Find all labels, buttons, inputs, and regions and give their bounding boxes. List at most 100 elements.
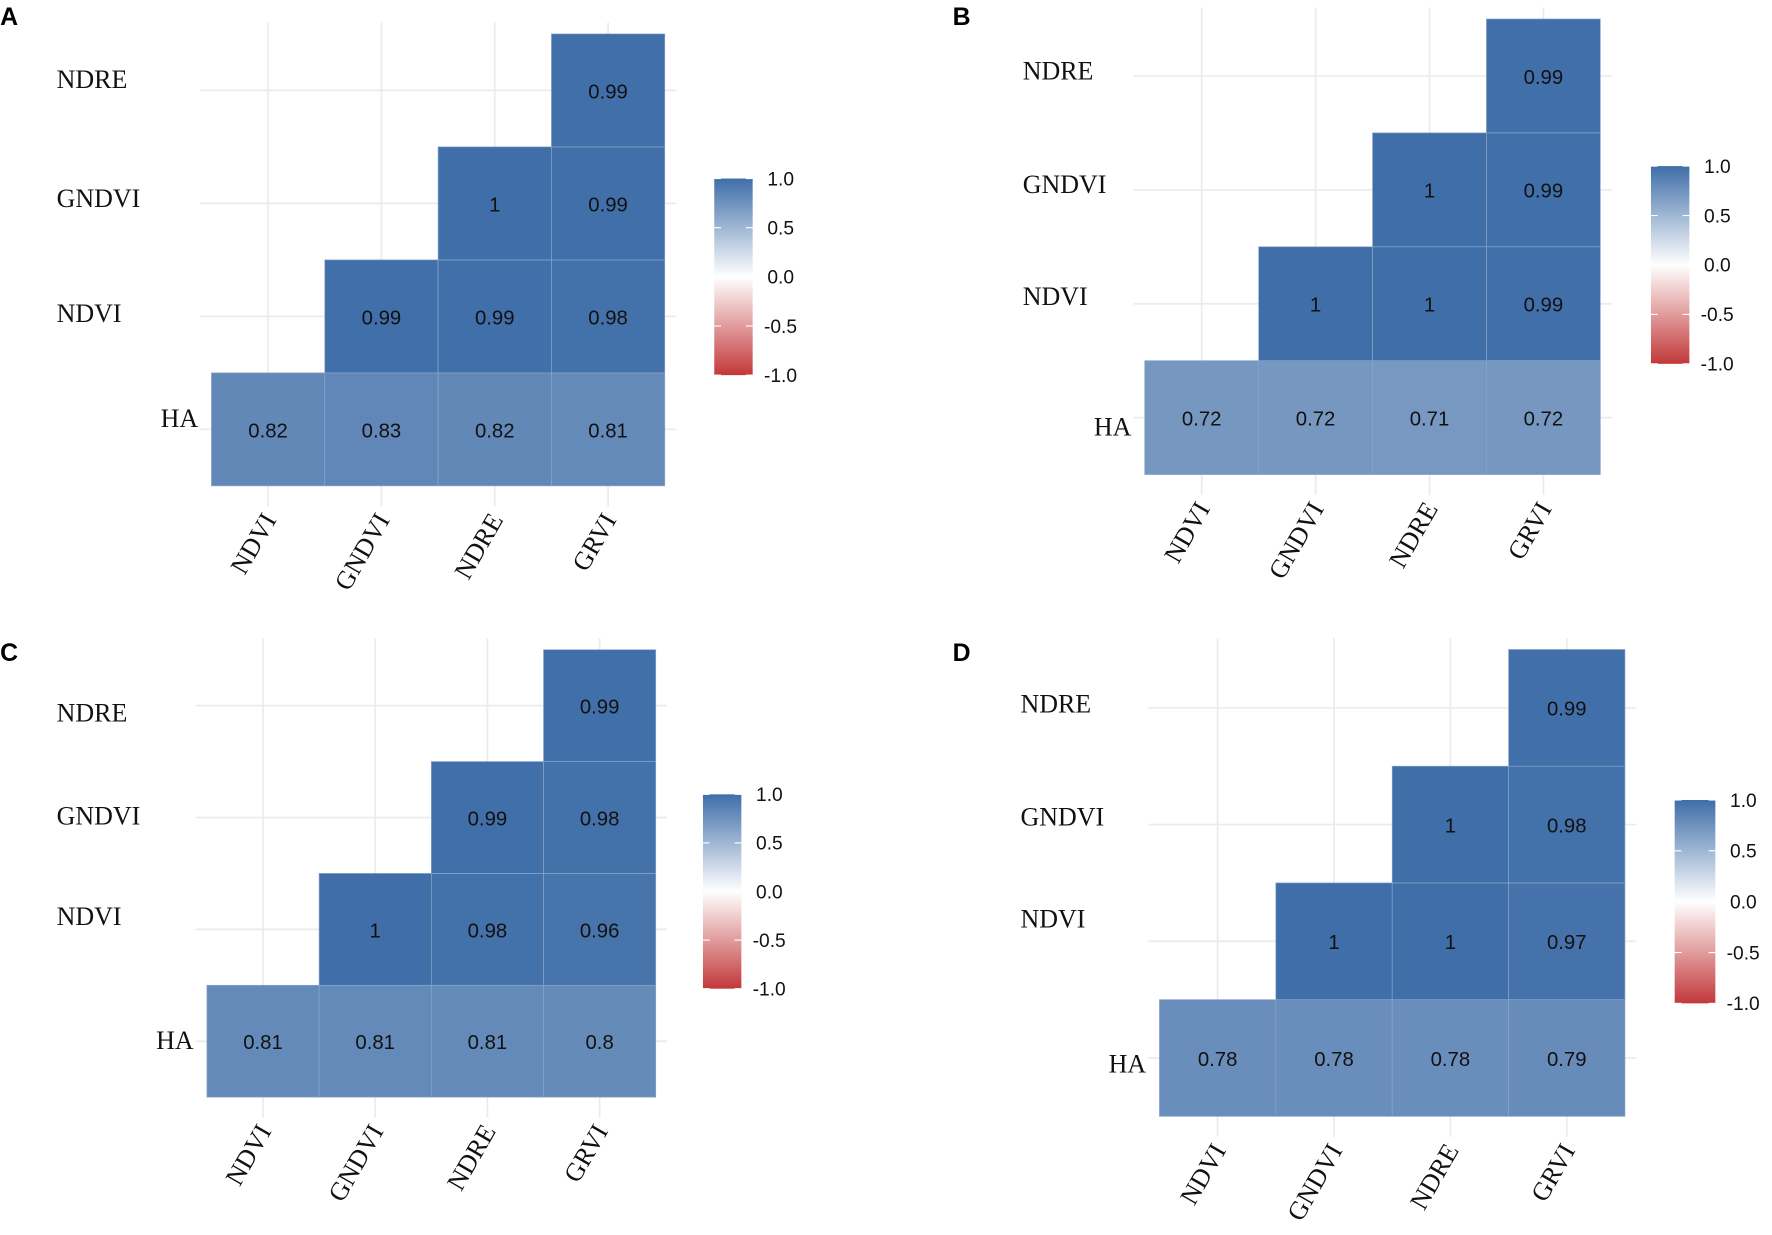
cell-value-label: 0.72 (1296, 409, 1336, 431)
cell-value-label: 0.72 (1524, 409, 1564, 431)
heatmap-cell (1486, 360, 1601, 475)
cell-value-label: 0.99 (1547, 699, 1587, 721)
colorbar-tick-label: 0.5 (1730, 842, 1757, 863)
x-tick-label: NDRE (441, 1120, 501, 1196)
x-tick-label: NDVI (1158, 497, 1216, 568)
heatmap-cell (430, 984, 544, 1098)
heatmap-cell (430, 873, 544, 986)
colorbar-tick-label: 0.0 (756, 882, 783, 903)
cell-value-label: 1 (1310, 295, 1321, 317)
cell-value-label: 0.79 (1547, 1049, 1587, 1071)
y-tick-label: GNDVI (1023, 170, 1107, 199)
y-tick-label: GNDVI (57, 801, 141, 830)
x-tick-label: GNDVI (1263, 497, 1330, 584)
panel-b: B 0.72 0.72 0.71 0.72 1 1 0.99 1 0.99 0.99 HA NDVI GN… (953, 4, 1734, 584)
colorbar-tick-label: -0.5 (753, 931, 786, 952)
heatmap-cell (1372, 132, 1487, 248)
y-tick-label: NDRE (1020, 689, 1091, 718)
colorbar-tick-label: 0.5 (756, 834, 783, 855)
heatmap-cell (543, 984, 657, 1098)
cell-value-label: 0.99 (1524, 181, 1564, 203)
cell-value-label: 0.82 (248, 420, 288, 442)
heatmap-cell (1508, 649, 1626, 767)
y-tick-label: HA (1094, 413, 1132, 442)
heatmap-cell (324, 372, 439, 487)
panel-d: D 0.78 0.78 0.78 0.79 1 1 0.97 1 0.98 0.99 HA NDVI GN… (953, 638, 1760, 1226)
colorbar-tick-label: -0.5 (1701, 305, 1734, 326)
x-tick-label: GRVI (1502, 497, 1558, 565)
heatmap-cell (1372, 246, 1487, 362)
cell-value-label: 0.78 (1314, 1049, 1354, 1071)
heatmap-cell (1486, 246, 1601, 362)
cell-value-label: 0.98 (580, 808, 620, 830)
heatmap-cell (211, 372, 326, 487)
y-tick-label: NDRE (1023, 56, 1094, 85)
cell-value-label: 0.71 (1410, 409, 1450, 431)
cell-value-label: 0.99 (580, 697, 620, 719)
x-tick-label: NDRE (1404, 1139, 1464, 1215)
colorbar-tick-label: -1.0 (764, 366, 797, 387)
colorbar-tick-label: 0.0 (1704, 256, 1731, 277)
x-tick-label: GRVI (567, 508, 623, 576)
x-tick-label: NDVI (220, 1120, 278, 1191)
y-tick-label: NDVI (57, 902, 122, 931)
heatmap-cell (437, 372, 552, 487)
heatmap-cell (551, 33, 666, 148)
colorbar-tick-label: 0.5 (767, 218, 794, 239)
cell-value-label: 1 (1424, 181, 1435, 203)
y-tick-label: NDRE (57, 698, 128, 727)
colorbar-tick-label: 0.0 (1730, 892, 1757, 913)
y-tick-label: GNDVI (1020, 803, 1104, 832)
x-tick-label: GNDVI (329, 508, 396, 595)
heatmap-cell (1275, 999, 1393, 1117)
cell-value-label: 1 (1328, 932, 1339, 954)
y-tick-label: GNDVI (57, 184, 141, 213)
heatmap-cell (318, 984, 432, 1098)
cell-value-label: 0.99 (588, 194, 628, 216)
x-tick-label: NDVI (1174, 1139, 1232, 1210)
cell-value-label: 1 (489, 194, 500, 216)
panel-label: A (0, 4, 18, 31)
cell-value-label: 0.81 (355, 1032, 395, 1054)
heatmap-cell (1159, 999, 1277, 1117)
cell-value-label: 0.99 (362, 307, 402, 329)
colorbar-tick-label: 1.0 (1730, 791, 1757, 812)
x-tick-label: NDRE (449, 508, 509, 584)
colorbar-tick-label: -0.5 (1727, 943, 1760, 964)
x-tick-label: GRVI (1525, 1139, 1581, 1207)
cell-value-label: 0.82 (475, 420, 515, 442)
y-tick-label: NDVI (1023, 282, 1088, 311)
cell-value-label: 0.99 (468, 808, 508, 830)
heatmap-cell (206, 984, 320, 1098)
cell-value-label: 0.78 (1198, 1049, 1238, 1071)
colorbar-tick-label: -1.0 (753, 979, 786, 1000)
heatmap-cell (437, 259, 552, 374)
cell-value-label: 0.81 (468, 1032, 508, 1054)
heatmap-cell (1391, 882, 1509, 1000)
x-tick-label: GRVI (558, 1120, 614, 1188)
cell-value-label: 0.99 (588, 81, 628, 103)
x-tick-label: GNDVI (1281, 1139, 1348, 1226)
y-tick-label: HA (156, 1026, 194, 1055)
heatmap-cell (1486, 18, 1601, 134)
heatmap-cell (1508, 882, 1626, 1000)
panel-label: B (953, 4, 971, 31)
x-tick-label: GNDVI (323, 1120, 390, 1207)
heatmap-cell (1258, 360, 1373, 475)
colorbar-tick-label: 1.0 (1704, 157, 1731, 178)
colorbar-tick-label: 0.5 (1704, 206, 1731, 227)
x-tick-label: NDVI (225, 508, 283, 579)
colorbar-tick-label: 1.0 (767, 169, 794, 190)
cell-value-label: 0.81 (588, 420, 628, 442)
cell-value-label: 1 (370, 920, 381, 942)
x-tick-label: NDRE (1383, 497, 1443, 573)
colorbar-tick-label: -0.5 (764, 317, 797, 338)
y-tick-label: HA (161, 404, 199, 433)
cell-value-label: 0.83 (362, 420, 402, 442)
heatmap-cell (1144, 360, 1259, 475)
cell-value-label: 1 (1424, 295, 1435, 317)
heatmap-cell (1486, 132, 1601, 248)
cell-value-label: 0.99 (475, 307, 515, 329)
heatmap-cell (430, 761, 544, 874)
